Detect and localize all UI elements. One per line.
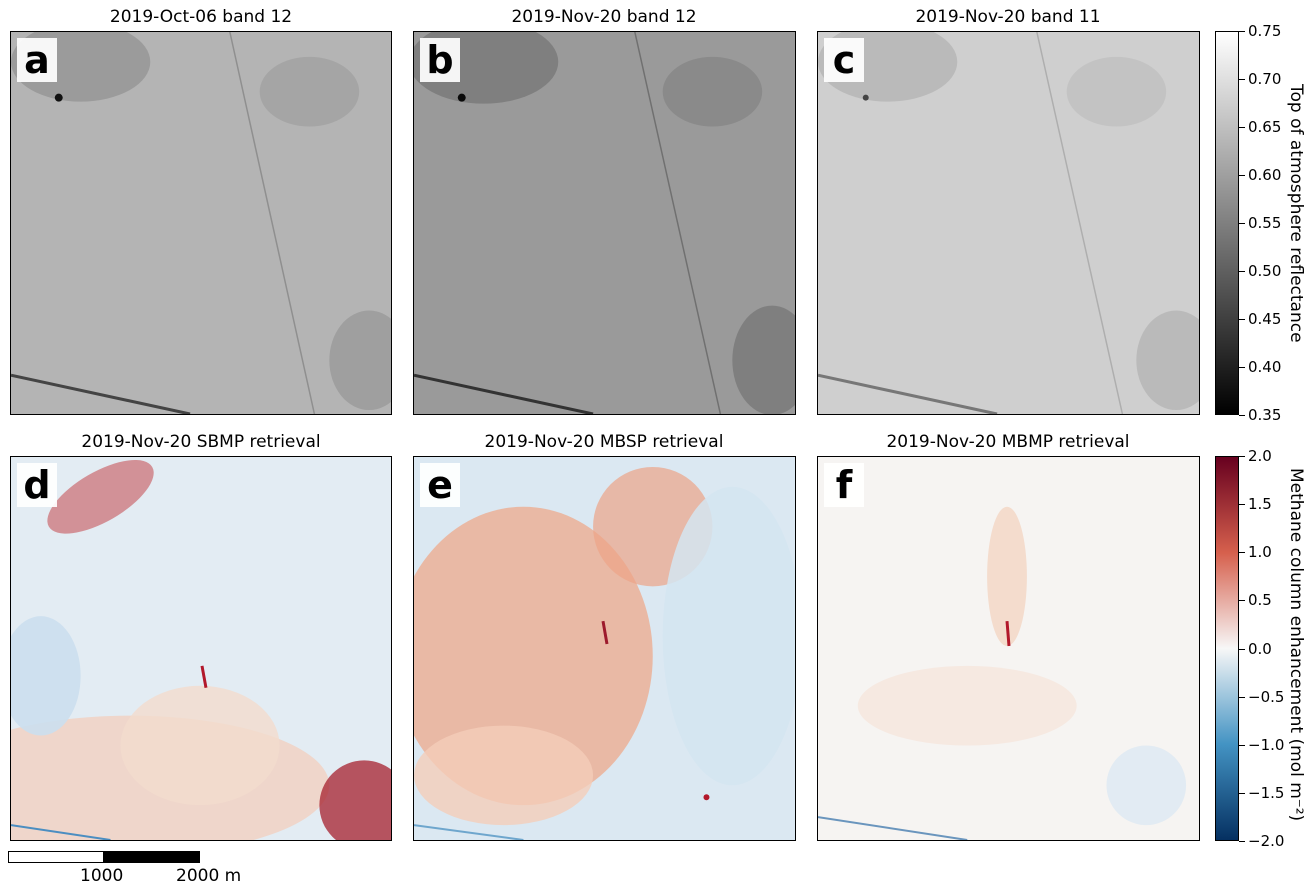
- panel-d-letter: d: [17, 463, 57, 507]
- panel-c-letter: c: [824, 38, 864, 82]
- reflectance-colorbar-tick: [1239, 79, 1245, 80]
- reflectance-colorbar: [1215, 31, 1239, 415]
- reflectance-colorbar-tick: [1239, 127, 1245, 128]
- methane-colorbar-tick-label: 0.5: [1248, 591, 1272, 610]
- reflectance-colorbar-tick: [1239, 31, 1245, 32]
- methane-colorbar-tick-label: −2.0: [1248, 832, 1285, 850]
- panel-d-image: d: [10, 456, 392, 841]
- panel-d-title: 2019-Nov-20 SBMP retrieval: [81, 432, 321, 452]
- reflectance-colorbar-tick-label: 0.45: [1248, 310, 1282, 328]
- reflectance-colorbar-tick-label: 0.40: [1248, 358, 1282, 376]
- methane-colorbar-tick-label: 1.0: [1248, 543, 1272, 562]
- methane-colorbar-label: Methane column enhancement (mol m⁻²): [1286, 468, 1306, 822]
- reflectance-colorbar-tick-label: 0.65: [1248, 118, 1282, 136]
- reflectance-colorbar-tick: [1239, 415, 1245, 416]
- scale-bar-label-1000: 1000: [80, 866, 124, 886]
- scale-bar-white-segment: [8, 851, 104, 863]
- panel-e-methane-map: [414, 457, 795, 840]
- panel-b-letter: b: [420, 38, 460, 82]
- methane-colorbar-tick: [1239, 600, 1245, 602]
- methane-colorbar-tick-label: −1.0: [1248, 735, 1285, 754]
- panel-e-image: e: [413, 456, 796, 841]
- panel-b-image: b: [413, 31, 796, 415]
- reflectance-colorbar-tick: [1239, 319, 1245, 320]
- methane-colorbar: [1215, 456, 1239, 841]
- panel-d-methane-map: [11, 457, 391, 840]
- panel-b-reflectance-map: [414, 32, 795, 414]
- reflectance-colorbar-tick: [1239, 367, 1245, 368]
- methane-colorbar-tick: [1239, 456, 1245, 457]
- reflectance-colorbar-tick-label: 0.75: [1248, 22, 1282, 40]
- panel-c-title: 2019-Nov-20 band 11: [915, 7, 1101, 27]
- methane-colorbar-tick: [1239, 792, 1245, 794]
- methane-colorbar-tick: [1239, 552, 1245, 554]
- reflectance-colorbar-tick: [1239, 271, 1245, 272]
- reflectance-colorbar-tick-label: 0.35: [1248, 406, 1282, 424]
- methane-colorbar-tick: [1239, 744, 1245, 746]
- panel-c-image: c: [817, 31, 1200, 415]
- panel-e-letter: e: [420, 463, 460, 507]
- methane-colorbar-tick-label: 0.0: [1248, 639, 1272, 658]
- methane-colorbar-tick: [1239, 696, 1245, 698]
- panel-a-title: 2019-Oct-06 band 12: [109, 7, 293, 27]
- reflectance-colorbar-tick-label: 0.55: [1248, 214, 1282, 232]
- methane-colorbar-tick-label: −1.5: [1248, 783, 1285, 802]
- reflectance-colorbar-tick: [1239, 223, 1245, 224]
- methane-colorbar-tick-label: −0.5: [1248, 687, 1285, 706]
- methane-colorbar-tick: [1239, 648, 1245, 650]
- panel-f-letter: f: [824, 463, 864, 507]
- methane-colorbar-tick-label: 2.0: [1248, 447, 1272, 465]
- scale-bar-black-segment: [103, 851, 200, 863]
- panel-b-title: 2019-Nov-20 band 12: [511, 7, 697, 27]
- reflectance-colorbar-tick-label: 0.60: [1248, 166, 1282, 184]
- panel-f-title: 2019-Nov-20 MBMP retrieval: [886, 432, 1130, 452]
- panel-f-image: f: [817, 456, 1200, 841]
- panel-c-reflectance-map: [818, 32, 1199, 414]
- reflectance-colorbar-tick-label: 0.50: [1248, 262, 1282, 280]
- methane-colorbar-tick-label: 1.5: [1248, 495, 1272, 514]
- panel-a-letter: a: [17, 38, 57, 82]
- panel-e-title: 2019-Nov-20 MBSP retrieval: [484, 432, 724, 452]
- panel-a-reflectance-map: [11, 32, 391, 414]
- panel-a-image: a: [10, 31, 392, 415]
- scale-bar-label-2000: 2000 m: [176, 866, 242, 886]
- reflectance-colorbar-label: Top of atmosphere reflectance: [1286, 84, 1306, 343]
- methane-colorbar-tick: [1239, 504, 1245, 506]
- reflectance-colorbar-tick-label: 0.70: [1248, 70, 1282, 88]
- reflectance-colorbar-tick: [1239, 175, 1245, 176]
- methane-colorbar-tick: [1239, 841, 1245, 842]
- panel-f-methane-map: [818, 457, 1199, 840]
